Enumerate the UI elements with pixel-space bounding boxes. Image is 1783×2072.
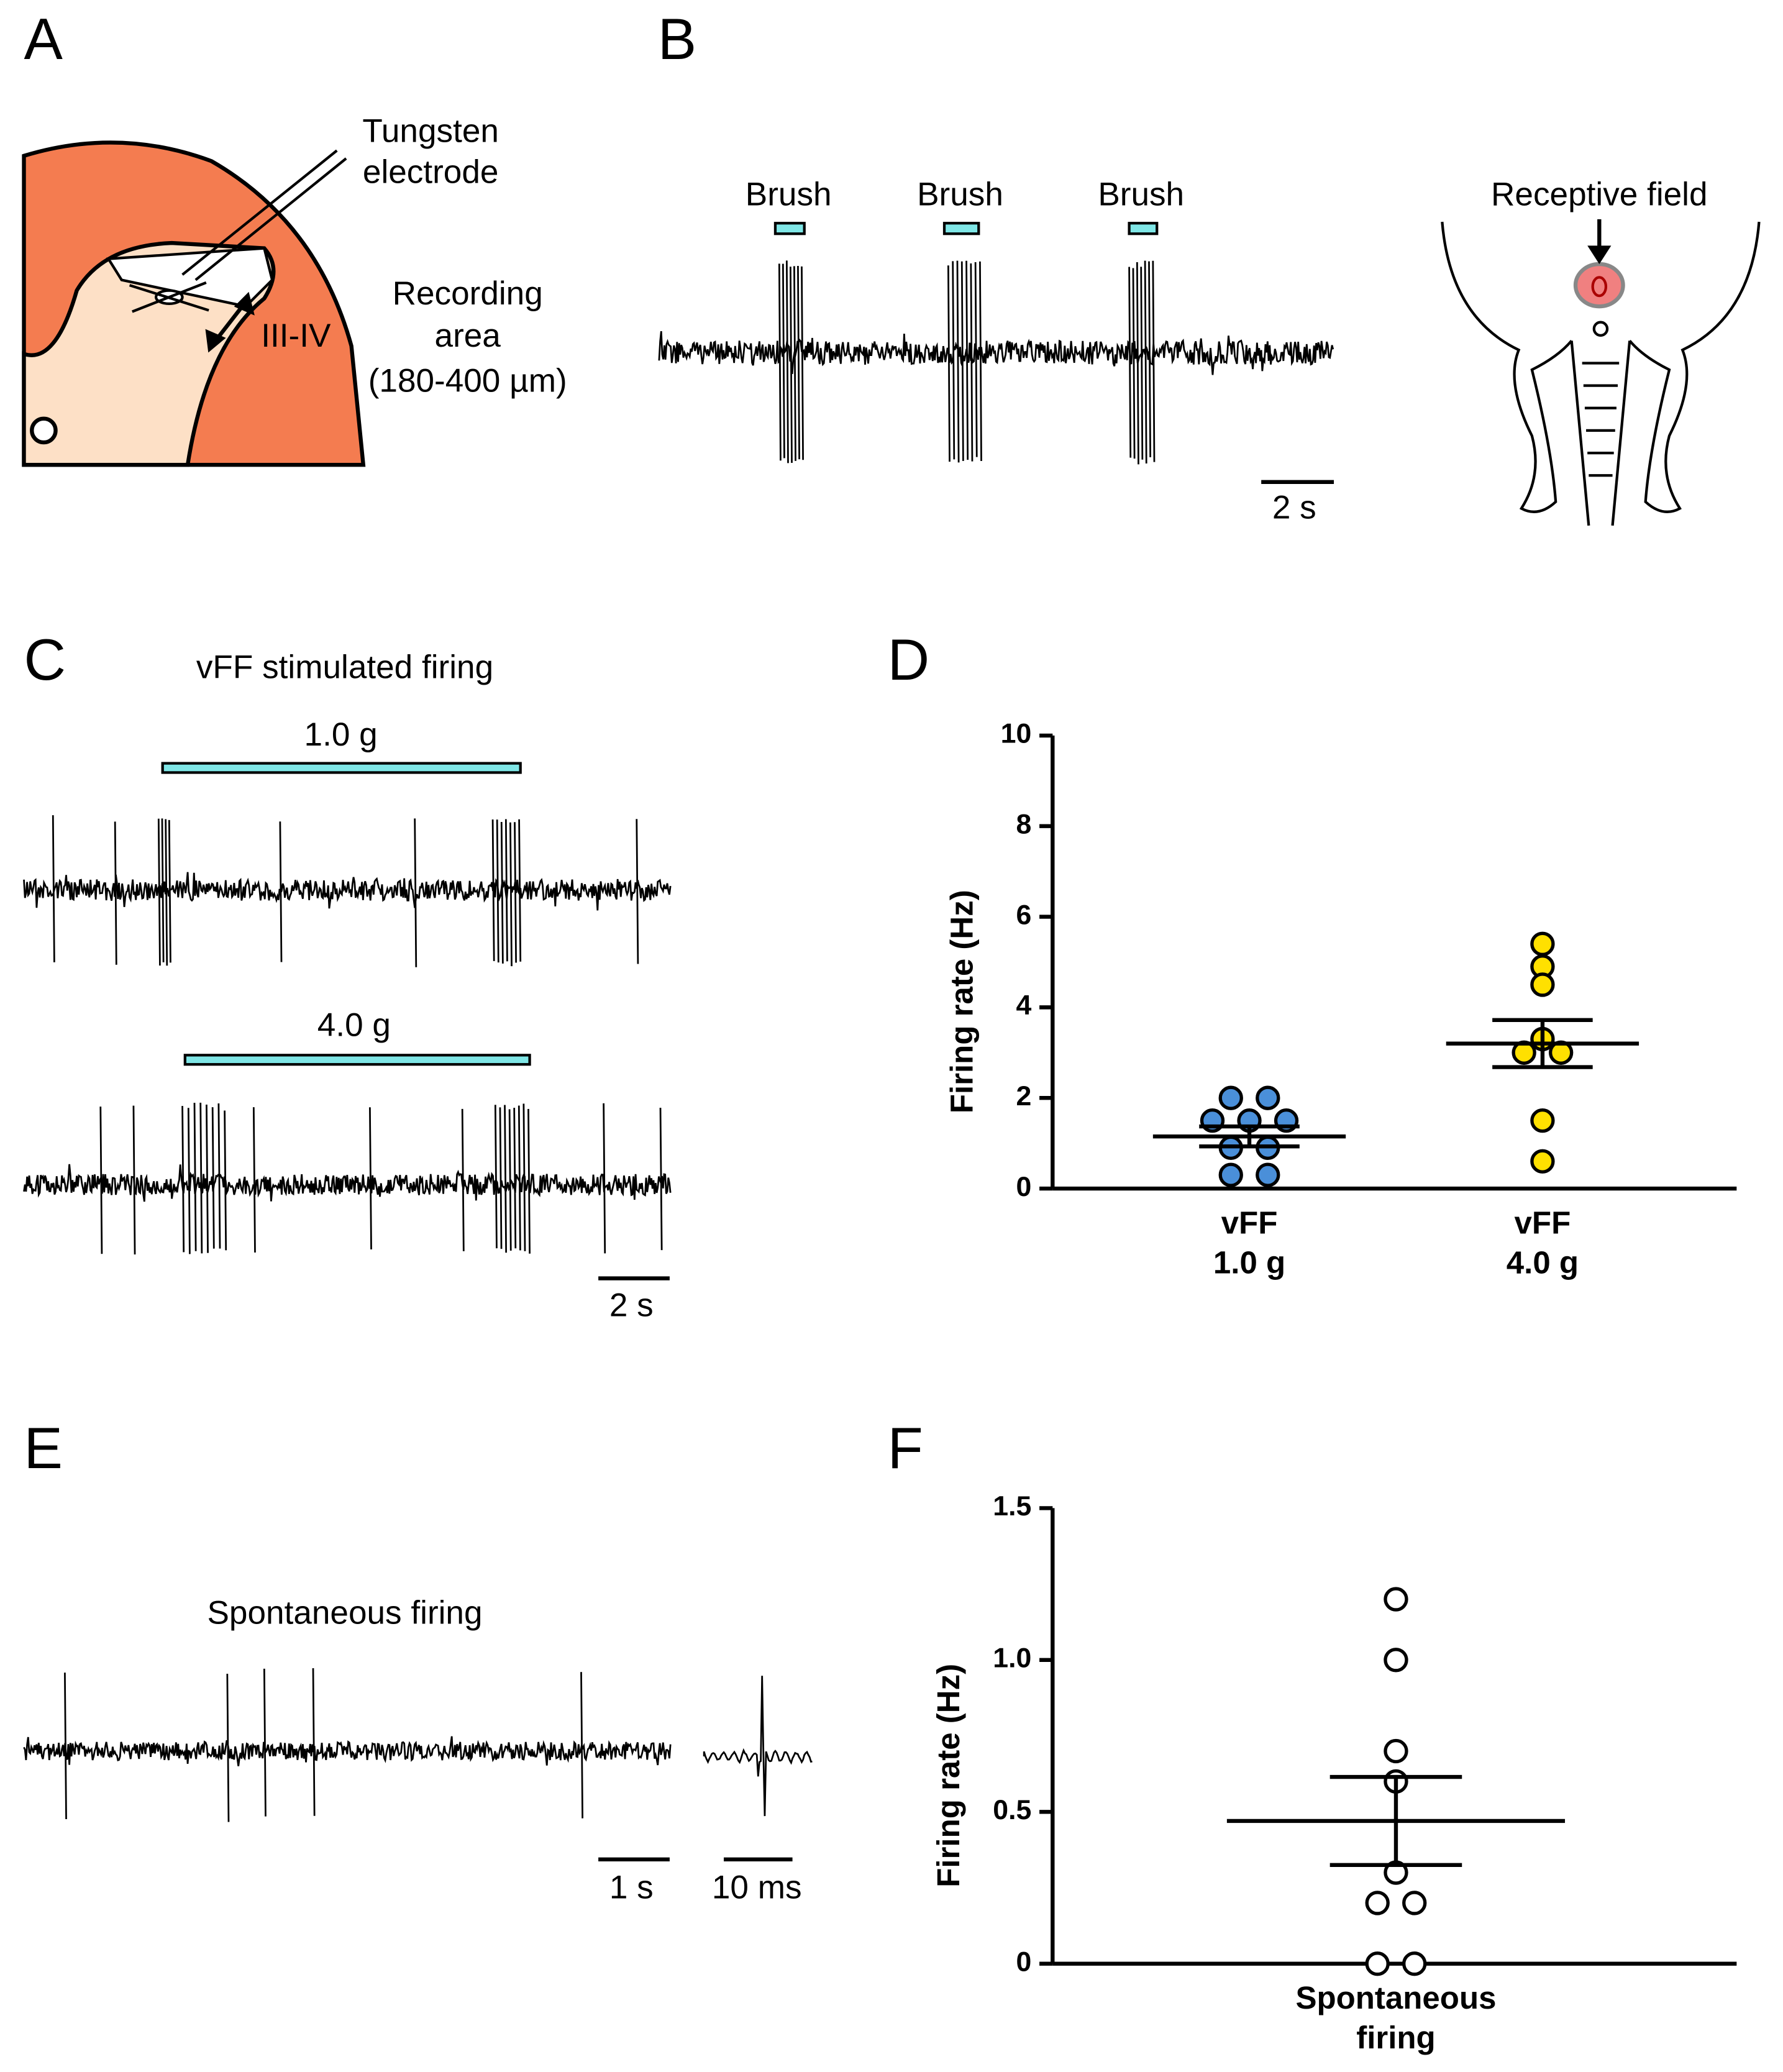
panel-letter: E	[24, 1415, 63, 1481]
x-tick-line: firing	[1356, 2020, 1435, 2055]
y-tick-label: 0	[1016, 1172, 1031, 1202]
receptive-field	[1573, 219, 1625, 309]
panel-letter: F	[888, 1415, 923, 1481]
trace	[23, 1102, 672, 1255]
data-point	[1384, 1738, 1408, 1764]
x-tick-line: vFF	[1221, 1205, 1278, 1241]
y-axis-label: Firing rate (Hz)	[944, 890, 979, 1113]
y-tick-label: 0.5	[993, 1795, 1031, 1825]
data-point	[1402, 1891, 1427, 1915]
y-tick-label: 0	[1016, 1947, 1031, 1978]
data-point	[1365, 1951, 1390, 1976]
trace	[23, 1668, 672, 1822]
y-tick-label: 8	[1016, 810, 1031, 840]
label: Brush	[746, 176, 832, 213]
data-point	[1218, 1085, 1243, 1110]
y-tick-label: 2	[1016, 1081, 1031, 1111]
data-point	[1530, 1108, 1555, 1133]
data-point	[1384, 1587, 1408, 1612]
panel-letter: C	[24, 627, 66, 692]
data-point	[1365, 1891, 1390, 1915]
spike-waveform	[703, 1676, 813, 1817]
trace	[658, 260, 1334, 465]
y-tick-label: 10	[1001, 719, 1032, 749]
y-tick-label: 4	[1016, 990, 1031, 1021]
x-tick-line: Spontaneous	[1295, 1981, 1496, 2016]
label: Brush	[917, 176, 1003, 213]
data-point	[1530, 1149, 1555, 1174]
spinal-section	[22, 140, 366, 467]
label: Receptive field	[1491, 176, 1707, 213]
data-point	[1530, 931, 1555, 956]
data-point	[1218, 1162, 1243, 1187]
scale-label: 2 s	[1272, 489, 1316, 526]
label: Spontaneous firing	[207, 1595, 483, 1632]
label: electrode	[363, 154, 499, 191]
x-tick-line: 4.0 g	[1507, 1245, 1579, 1280]
data-point	[1256, 1162, 1280, 1187]
x-tick-line: vFF	[1515, 1205, 1571, 1241]
label: 1.0 g	[304, 716, 378, 753]
trace	[23, 815, 672, 967]
x-tick-label: Spontaneous firing	[1295, 1981, 1496, 2056]
data-point	[1384, 1648, 1408, 1673]
y-tick-label: 1.5	[993, 1491, 1031, 1522]
scale-bars	[598, 480, 1334, 1861]
data-point	[1256, 1085, 1280, 1110]
scale-label: 1 s	[609, 1869, 654, 1906]
label: Recording	[393, 275, 543, 312]
y-tick-label: 1.0	[993, 1643, 1031, 1674]
data-point	[1530, 972, 1555, 997]
label: Brush	[1098, 176, 1184, 213]
label: area	[435, 317, 501, 354]
y-axis-label: Firing rate (Hz)	[931, 1664, 966, 1887]
label: III-IV	[261, 317, 331, 354]
x-tick-label: vFF 1.0 g	[1213, 1205, 1285, 1280]
label: vFF stimulated firing	[196, 649, 493, 686]
panel-letter: A	[24, 6, 63, 71]
x-tick-label: vFF 4.0 g	[1507, 1205, 1579, 1280]
data-point	[1402, 1951, 1427, 1976]
label: 4.0 g	[317, 1007, 391, 1044]
label: Tungsten	[362, 113, 499, 150]
panel-letter: D	[888, 627, 930, 692]
body-outline	[1441, 221, 1761, 526]
panel-letter: B	[658, 6, 696, 71]
scale-label: 2 s	[609, 1287, 654, 1323]
scale-label: 10 ms	[712, 1869, 802, 1906]
y-tick-label: 6	[1016, 900, 1031, 930]
stimulus-bars	[161, 222, 1159, 1066]
label: (180-400 µm)	[368, 362, 567, 399]
x-tick-line: 1.0 g	[1213, 1245, 1285, 1280]
